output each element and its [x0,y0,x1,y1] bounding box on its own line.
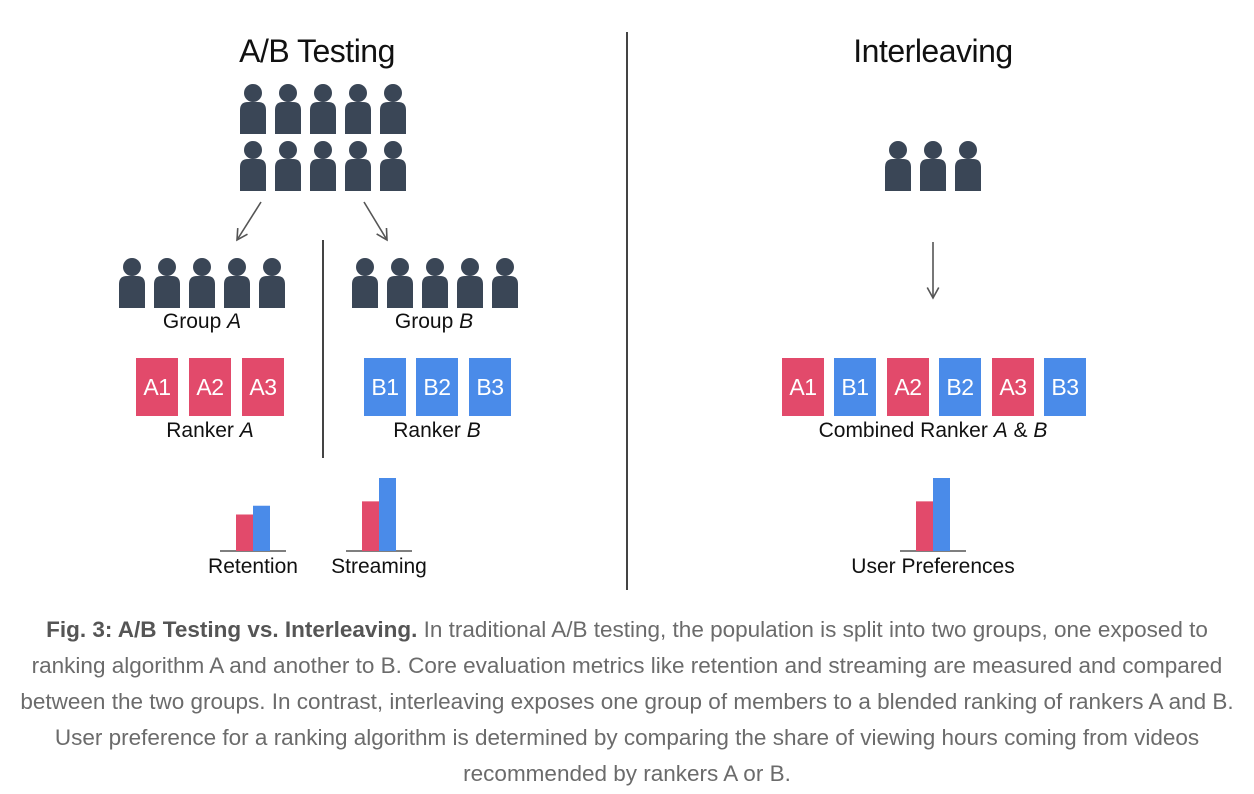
person-icon [310,141,336,191]
interleaving-title: Interleaving [853,33,1013,69]
ab-testing-title: A/B Testing [239,33,395,69]
interleaved-item: B3 [1044,358,1086,416]
group-a-label: Group A [162,310,242,333]
retention-chart-bar-a [236,514,253,551]
group-b-label: Group B [394,310,474,333]
person-icon [189,258,215,308]
arrow-to-group-b-head [376,227,388,242]
figure-graphics [119,84,981,552]
ranker-a-label: Ranker A [166,419,254,442]
person-icon [352,258,378,308]
user-preferences-chart-bar-a [916,501,933,551]
caption-text: In traditional A/B testing, the populati… [20,617,1234,786]
person-icon [310,84,336,134]
person-icon [275,141,301,191]
streaming-chart-bar-b [379,478,396,551]
ranker-a-item: A1 [136,358,178,416]
person-icon [380,141,406,191]
figure: A/B Testing Interleaving Group A Group B… [119,32,1086,590]
interleaved-item: B2 [939,358,981,416]
metric-label-user-preferences: User Preferences [851,555,1015,578]
arrow-to-group-b [363,201,388,241]
person-icon [119,258,145,308]
person-icon [154,258,180,308]
person-icon [240,141,266,191]
ranker-b-item: B3 [469,358,511,416]
person-icon [224,258,250,308]
ranker-b-item: B1 [364,358,406,416]
interleaved-item: A3 [992,358,1034,416]
person-icon [920,141,946,191]
arrow-to-group-a [236,201,262,241]
person-icon [345,141,371,191]
metric-label-retention: Retention [208,555,298,578]
person-icon [885,141,911,191]
arrow-to-group-a-head [236,227,248,242]
person-icon [387,258,413,308]
person-icon [457,258,483,308]
combined-ranker-label: Combined Ranker A & B [818,419,1048,442]
interleaved-item: B1 [834,358,876,416]
metric-label-streaming: Streaming [331,555,427,578]
person-icon [240,84,266,134]
person-icon [422,258,448,308]
ranker-a-item: A2 [189,358,231,416]
ranker-a-item: A3 [242,358,284,416]
figure-caption: Fig. 3: A/B Testing vs. Interleaving. In… [12,612,1242,792]
section-divider [626,32,628,590]
person-icon [259,258,285,308]
person-icon [955,141,981,191]
person-icon [380,84,406,134]
ranker-b-item: B2 [416,358,458,416]
retention-chart-bar-b [253,505,270,551]
ranker-b-label: Ranker B [393,419,481,442]
interleaved-item: A1 [782,358,824,416]
person-icon [345,84,371,134]
person-icon [492,258,518,308]
arrow-to-combined-head [926,287,940,300]
interleaved-item: A2 [887,358,929,416]
person-icon [275,84,301,134]
streaming-chart-bar-a [362,501,379,551]
group-divider [322,240,324,458]
caption-bold: Fig. 3: A/B Testing vs. Interleaving. [46,617,418,642]
user-preferences-chart-bar-b [933,478,950,551]
